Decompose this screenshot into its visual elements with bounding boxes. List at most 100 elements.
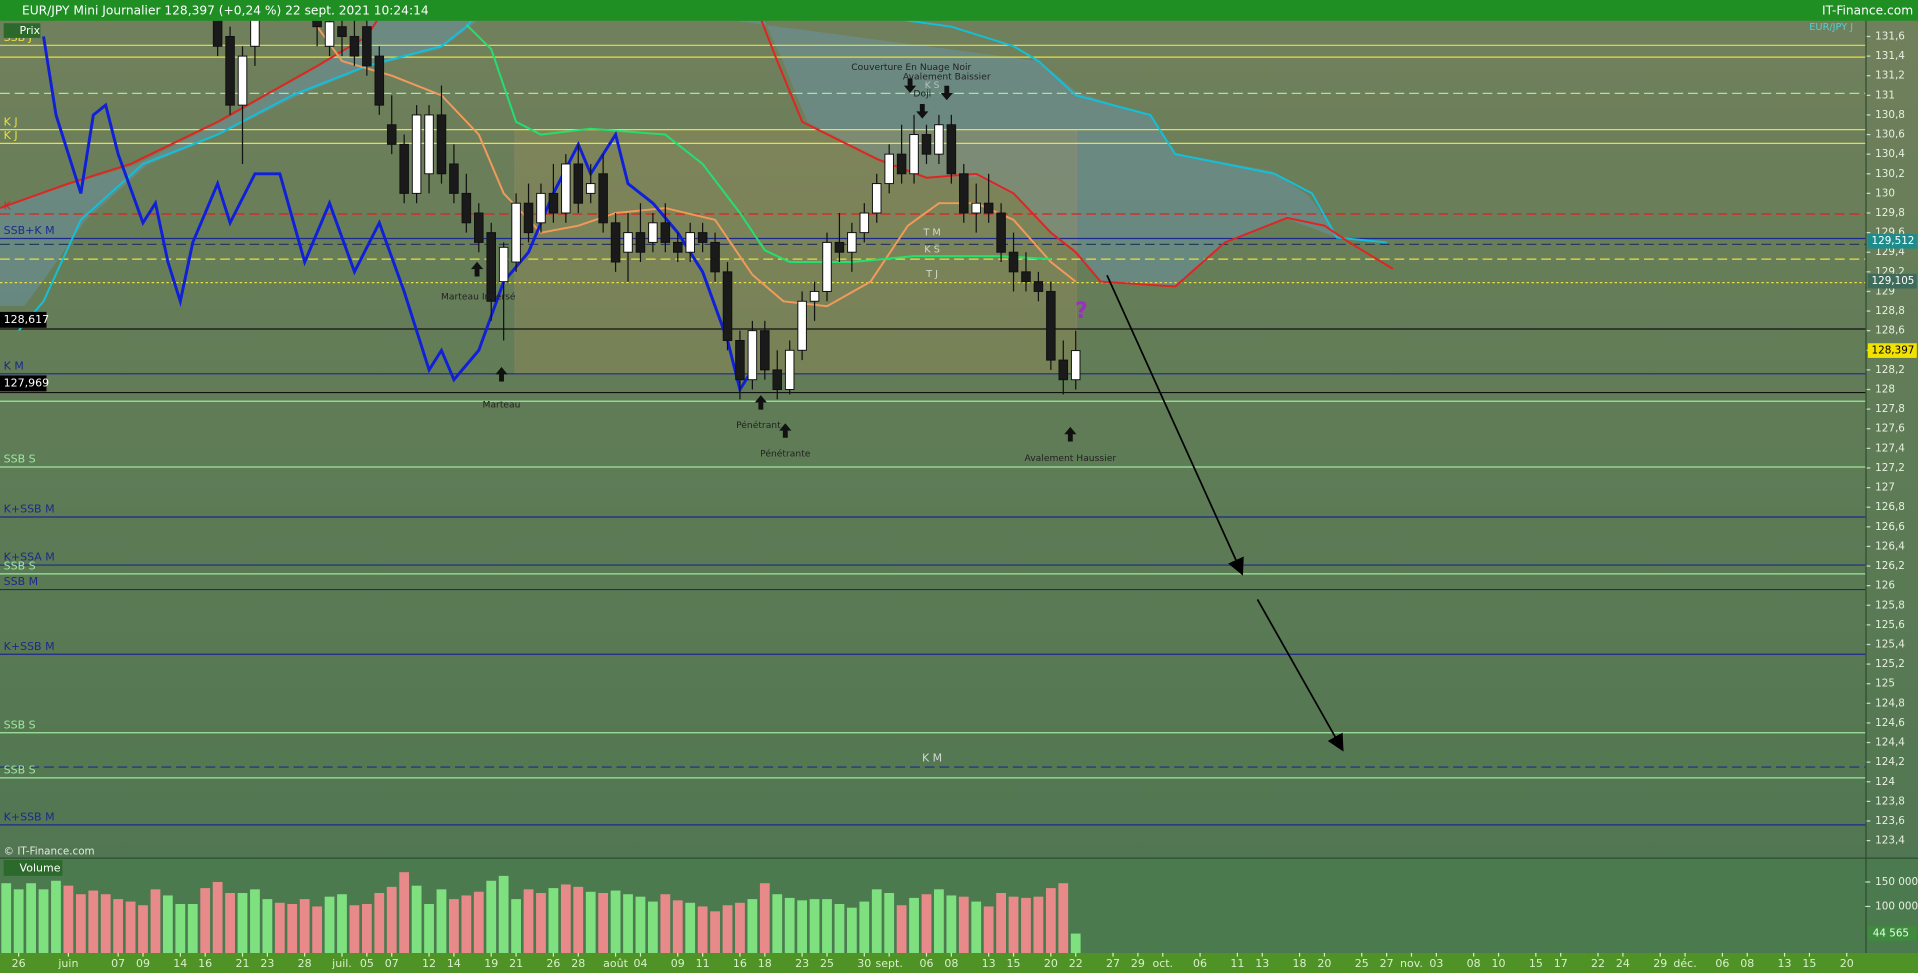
volume-bar [623,894,633,953]
x-tick-label: 08 [1740,957,1754,970]
levels [0,44,1866,826]
y-tick-label: 130,4 [1875,148,1905,160]
y-tick-label: 131 [1875,89,1895,101]
volume-bar [125,901,136,953]
y-tick-label: 130,8 [1875,109,1905,121]
y-tick-label: 129,8 [1875,207,1905,219]
volume-bar [473,891,484,953]
x-tick-label: 05 [360,957,374,970]
x-tick-label: 27 [1106,957,1120,970]
indicator-line [42,36,754,394]
x-tick-label: 14 [173,957,187,970]
indicator-line [17,20,473,332]
volume-bar [536,892,546,953]
x-tick-label: 29 [1131,957,1145,970]
x-tick-label: juin [57,957,78,970]
volume-bar [511,899,521,953]
panel-label: Prix [20,24,41,37]
volume-bar [846,907,857,953]
volume-bar [610,890,621,953]
y-tick-label: 125,6 [1875,619,1905,631]
volume-bar [722,905,733,953]
x-tick-label: 20 [1317,957,1331,970]
candle-body [921,134,932,155]
volume-bar [759,883,770,953]
annotation: Doji [913,89,931,100]
volume-bar [934,889,944,953]
x-tick-label: 29 [1653,957,1667,970]
indicator-line [465,24,1051,264]
volume-bar [498,875,509,953]
volume-bar [26,883,36,953]
volume-bar [1045,888,1056,953]
volume-bar [996,892,1006,953]
level-box-label: 128,617 [4,313,49,326]
volume-bar [523,889,534,953]
candle-body [1070,350,1081,381]
volume-bar [13,889,24,953]
volume-bar [834,904,845,953]
candle-body [710,241,720,273]
y-tick-label: 128,6 [1875,325,1905,337]
x-tick-label: juil. [331,957,352,970]
annotation: Pénétrant [736,420,781,431]
level-box [0,375,47,392]
x-tick-label: 03 [1429,957,1443,970]
volume-bar [262,899,273,953]
y-tick-label: 130 [1875,187,1895,199]
indicator-line [901,20,1387,244]
level-label: K J [4,129,18,142]
volume-bar [797,900,808,953]
y-tick-label: 131,6 [1875,30,1905,42]
volume-bar [449,899,459,953]
last-value-label: 44 565 [1873,928,1909,940]
candle-body [212,20,223,47]
volume-bar [573,886,584,953]
chart-title: EUR/JPY Mini Journalier 128,397 (+0,24 %… [22,4,429,18]
x-tick-label: 26 [12,957,26,970]
annotation: T J [925,269,938,280]
candle-body [337,26,347,37]
volume-bar [784,897,795,953]
x-tick-label: 24 [1616,957,1630,970]
y-tick-label: 128,2 [1875,364,1905,376]
indicator-line [760,20,1394,288]
y-tick-label: 126,4 [1875,540,1905,552]
volume-bar [38,889,49,953]
x-tick-label: 27 [1380,957,1394,970]
annotation: T M [922,227,940,238]
candle-body [1008,251,1019,273]
volume-bar [100,894,111,953]
candle-body [237,55,248,106]
candle-body [946,124,957,175]
level-label: SSB+K M [4,224,55,237]
candle-body [349,35,360,57]
volume-bar [361,904,372,953]
candle-body [386,124,397,145]
candle-body [374,55,385,106]
x-tick-label: 13 [1778,957,1792,970]
x-tick-label: 20 [1044,957,1058,970]
candle-body [225,35,235,106]
candle-body [859,212,870,234]
candle-body [822,241,832,292]
y-tick-label: 150 000 [1875,876,1918,888]
candle-body [685,232,695,253]
level-box-label: 127,969 [4,376,49,389]
candle-body [1058,359,1069,381]
candle-body [909,134,919,175]
y-tick-label: 126,2 [1875,560,1905,572]
x-tick-label: 06 [1193,957,1207,970]
x-tick-label: 13 [982,957,996,970]
y-tick-label: 126,6 [1875,521,1905,533]
candle-body [834,241,845,253]
candle-body [847,232,857,253]
y-tick-label: 124,6 [1875,717,1905,729]
candles [212,20,1081,400]
candle-body [747,330,758,381]
panel-label-box [3,23,41,38]
level-label: K M [4,359,24,372]
panel-label: Volume [20,862,61,875]
annotation: Couverture En Nuage Noir [851,62,971,73]
volume-bar [1021,897,1031,953]
